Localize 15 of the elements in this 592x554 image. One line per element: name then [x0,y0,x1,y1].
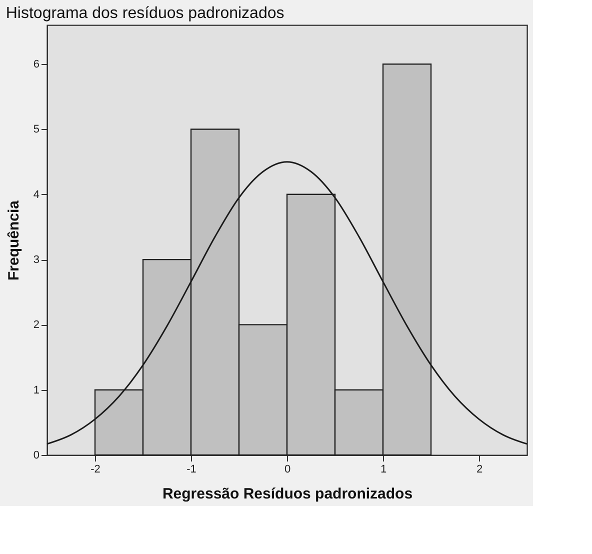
chart-title: Histograma dos resíduos padronizados [6,5,284,22]
x-tick-label: 0 [284,464,291,476]
y-tick-label: 6 [33,58,40,71]
x-tick-label: 2 [476,464,483,476]
y-tick-label: 5 [33,124,40,136]
x-axis-title: Regressão Resíduos padronizados [162,486,413,502]
y-tick-label: 2 [33,319,40,332]
y-axis-title: Frequência [5,200,22,281]
y-tick-label: 0 [33,450,40,462]
y-tick-label: 4 [33,188,40,201]
x-tick-label: 1 [380,464,387,476]
y-tick-label: 1 [33,384,40,396]
x-tick-label: -1 [186,464,196,476]
y-tick-label: 3 [33,254,40,266]
x-tick-label: -2 [90,464,100,476]
